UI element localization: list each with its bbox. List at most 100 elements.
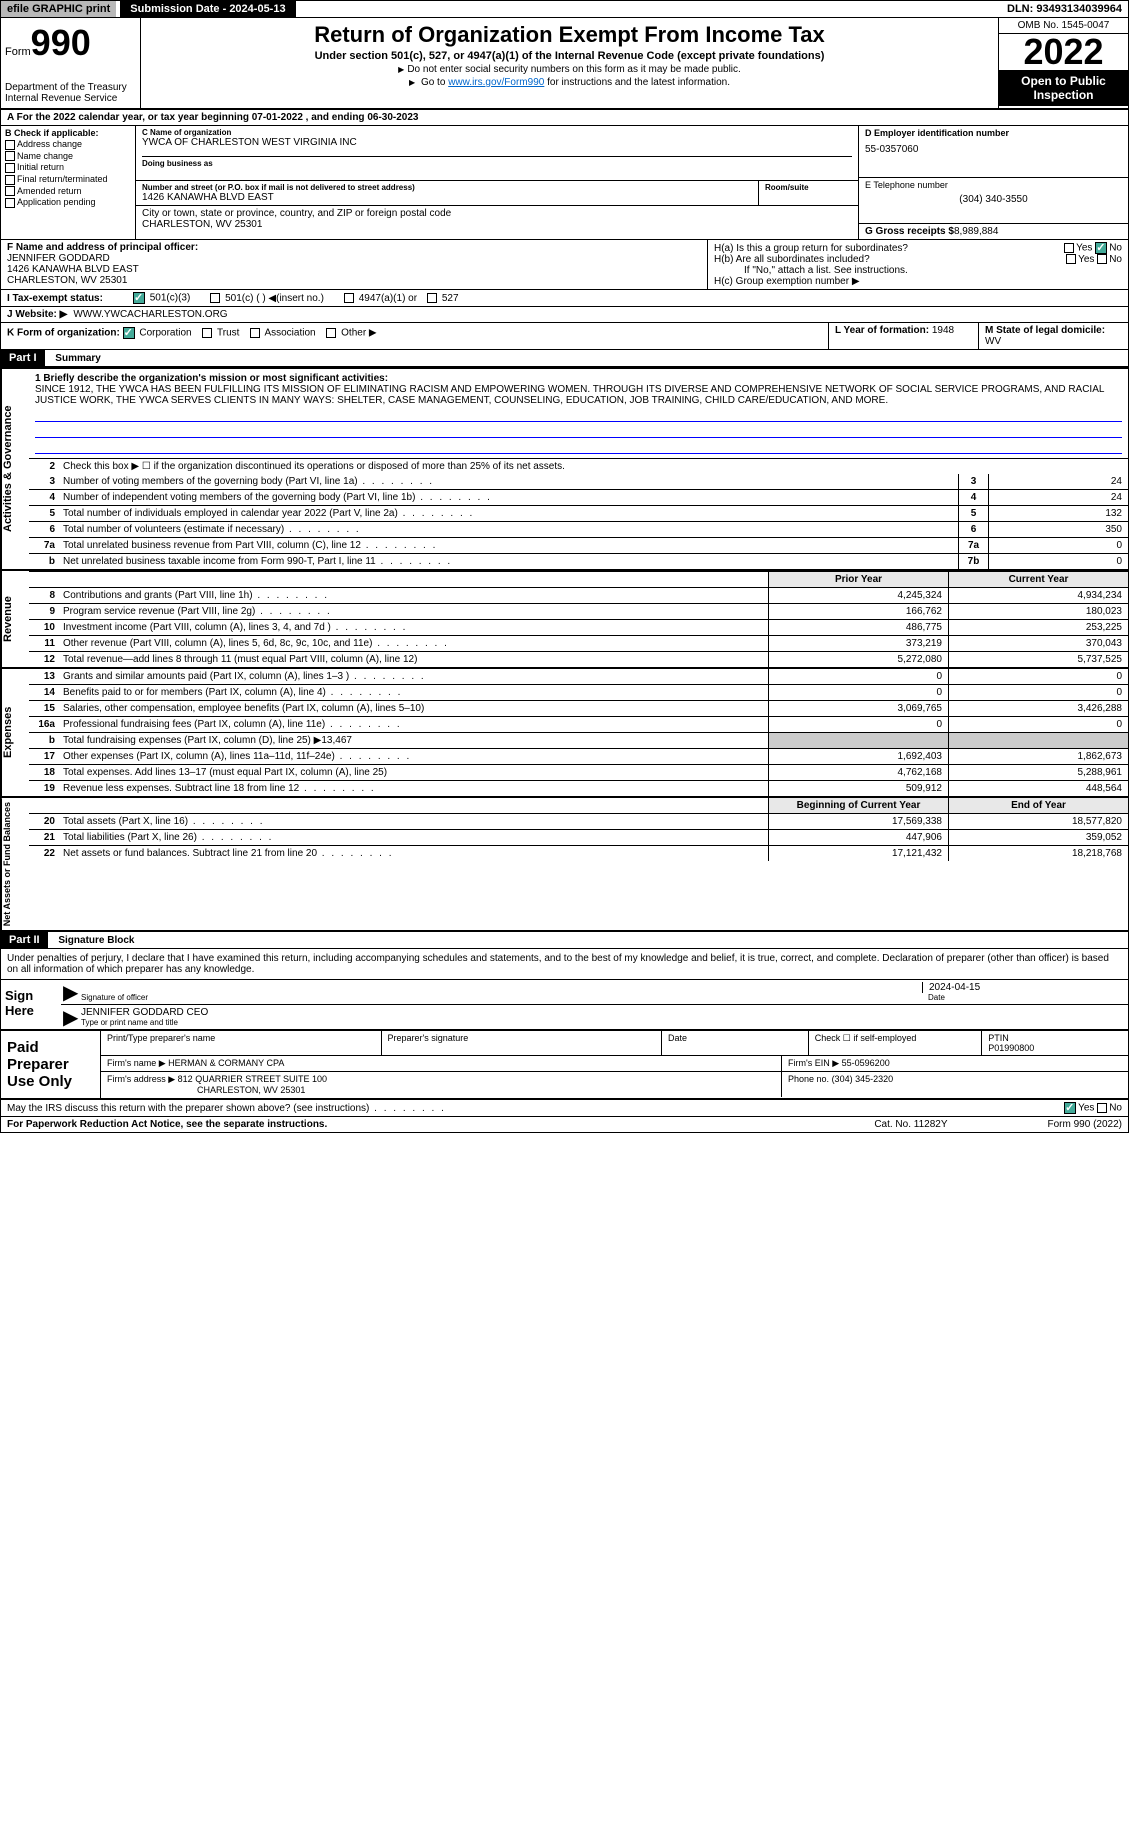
q1-mission: 1 Briefly describe the organization's mi… bbox=[29, 369, 1128, 458]
form-footer-label: Form 990 (2022) bbox=[1048, 1119, 1122, 1130]
may-discuss-row: May the IRS discuss this return with the… bbox=[1, 1099, 1128, 1117]
form-number: Form990 bbox=[5, 22, 136, 64]
sign-date: 2024-04-15 bbox=[922, 982, 1122, 993]
header-right: OMB No. 1545-0047 2022 Open to Public In… bbox=[998, 18, 1128, 108]
may-yesno: Yes No bbox=[1064, 1102, 1122, 1114]
firm-addr-label: Firm's address ▶ bbox=[107, 1074, 175, 1084]
date-label: Date bbox=[922, 993, 1122, 1002]
line-21: 21Total liabilities (Part X, line 26)447… bbox=[29, 829, 1128, 845]
sign-right: ▶ 2024-04-15 Signature of officerDate ▶ … bbox=[61, 980, 1128, 1029]
opt-app-pending[interactable]: Application pending bbox=[5, 197, 131, 208]
line-9: 9Program service revenue (Part VIII, lin… bbox=[29, 603, 1128, 619]
street-address: 1426 KANAWHA BLVD EAST bbox=[142, 192, 752, 203]
irs-label: Internal Revenue Service bbox=[5, 93, 136, 104]
subtitle-3: Go to www.irs.gov/Form990 for instructio… bbox=[149, 77, 990, 88]
section-bcd: B Check if applicable: Address change Na… bbox=[1, 126, 1128, 240]
opt-amended[interactable]: Amended return bbox=[5, 186, 131, 197]
phone-value: (304) 340-3550 bbox=[865, 194, 1122, 205]
tab-activities-governance: Activities & Governance bbox=[1, 369, 29, 569]
phone-label: E Telephone number bbox=[865, 180, 1122, 190]
cb-501c3[interactable] bbox=[133, 292, 145, 304]
firm-row: Firm's name ▶ HERMAN & CORMANY CPA Firm'… bbox=[101, 1056, 1128, 1072]
officer-addr1: 1426 KANAWHA BLVD EAST bbox=[7, 264, 701, 275]
open-to-public: Open to Public Inspection bbox=[999, 70, 1128, 106]
chevron-right-icon: ▶ bbox=[63, 1005, 78, 1030]
firm-phone: (304) 345-2320 bbox=[832, 1074, 894, 1084]
part2-sub: Signature Block bbox=[50, 933, 142, 948]
cb-other[interactable] bbox=[326, 328, 336, 338]
sig-label: Signature of officer bbox=[81, 993, 922, 1002]
cb-assoc[interactable] bbox=[250, 328, 260, 338]
opt-initial-return[interactable]: Initial return bbox=[5, 162, 131, 173]
paid-preparer-block: Paid Preparer Use Only Print/Type prepar… bbox=[1, 1030, 1128, 1099]
dba-label: Doing business as bbox=[142, 156, 852, 168]
tab-net-assets: Net Assets or Fund Balances bbox=[1, 798, 29, 930]
cb-may-yes[interactable] bbox=[1064, 1102, 1076, 1114]
section-h: H(a) Is this a group return for subordin… bbox=[708, 240, 1128, 289]
top-bar: efile GRAPHIC print Submission Date - 20… bbox=[1, 1, 1128, 18]
tax-year-text: A For the 2022 calendar year, or tax yea… bbox=[7, 112, 418, 123]
sig-row-1: ▶ 2024-04-15 Signature of officerDate bbox=[61, 980, 1128, 1005]
goto-text: Go to bbox=[421, 77, 448, 88]
cb-501c[interactable] bbox=[210, 293, 220, 303]
section-c: C Name of organization YWCA OF CHARLESTO… bbox=[136, 126, 858, 239]
firm-ein: 55-0596200 bbox=[842, 1058, 890, 1068]
cb-corp[interactable] bbox=[123, 327, 135, 339]
q7b: bNet unrelated business taxable income f… bbox=[29, 553, 1128, 569]
addr-label: Number and street (or P.O. box if mail i… bbox=[142, 183, 752, 192]
city-cell: City or town, state or province, country… bbox=[136, 206, 858, 232]
line-18: 18Total expenses. Add lines 13–17 (must … bbox=[29, 764, 1128, 780]
i-label: I Tax-exempt status: bbox=[7, 293, 103, 304]
cb-527[interactable] bbox=[427, 293, 437, 303]
tab-expenses: Expenses bbox=[1, 669, 29, 796]
line-13: 13Grants and similar amounts paid (Part … bbox=[29, 669, 1128, 684]
cb-may-no[interactable] bbox=[1097, 1103, 1107, 1113]
ph4: Check ☐ if self-employed bbox=[809, 1031, 983, 1055]
q6: 6Total number of volunteers (estimate if… bbox=[29, 521, 1128, 537]
cb-trust[interactable] bbox=[202, 328, 212, 338]
hb-note: If "No," attach a list. See instructions… bbox=[714, 265, 1122, 276]
hb-yesno: Yes No bbox=[1066, 254, 1122, 265]
goto-text-2: for instructions and the latest informat… bbox=[544, 77, 730, 88]
line-20: 20Total assets (Part X, line 16)17,569,3… bbox=[29, 813, 1128, 829]
opt-name-change[interactable]: Name change bbox=[5, 151, 131, 162]
na-col-header: Beginning of Current Year End of Year bbox=[29, 798, 1128, 813]
ha-yesno: Yes No bbox=[1064, 242, 1122, 254]
irs-link[interactable]: www.irs.gov/Form990 bbox=[448, 77, 544, 88]
city-label: City or town, state or province, country… bbox=[142, 208, 852, 219]
ptin-value: P01990800 bbox=[988, 1043, 1122, 1053]
paid-header-row: Print/Type preparer's name Preparer's si… bbox=[101, 1031, 1128, 1056]
sig-row-2: ▶ JENNIFER GODDARD CEO Type or print nam… bbox=[61, 1005, 1128, 1029]
subtitle-2: Do not enter social security numbers on … bbox=[149, 64, 990, 75]
state-domicile: WV bbox=[985, 336, 1001, 347]
header-left: Form990 Department of the Treasury Inter… bbox=[1, 18, 141, 108]
k-left: K Form of organization: Corporation Trus… bbox=[1, 323, 828, 349]
firm-phone-label: Phone no. bbox=[788, 1074, 829, 1084]
part1-header: Part I Summary bbox=[1, 350, 1128, 367]
f-label: F Name and address of principal officer: bbox=[7, 242, 198, 253]
opt-address-change[interactable]: Address change bbox=[5, 139, 131, 150]
q2: 2Check this box ▶ ☐ if the organization … bbox=[29, 458, 1128, 474]
cb-4947[interactable] bbox=[344, 293, 354, 303]
tab-revenue: Revenue bbox=[1, 571, 29, 667]
opt-final-return[interactable]: Final return/terminated bbox=[5, 174, 131, 185]
hc-text: H(c) Group exemption number ▶ bbox=[714, 276, 1122, 287]
mission-text: SINCE 1912, THE YWCA HAS BEEN FULFILLING… bbox=[35, 384, 1122, 406]
form-word: Form bbox=[5, 46, 31, 58]
officer-name: JENNIFER GODDARD bbox=[7, 253, 701, 264]
revenue-content: Prior Year Current Year 8Contributions a… bbox=[29, 571, 1128, 667]
firm-addr-row: Firm's address ▶ 812 QUARRIER STREET SUI… bbox=[101, 1072, 1128, 1097]
line-11: 11Other revenue (Part VIII, column (A), … bbox=[29, 635, 1128, 651]
q7a: 7aTotal unrelated business revenue from … bbox=[29, 537, 1128, 553]
submission-date-button[interactable]: Submission Date - 2024-05-13 bbox=[120, 1, 295, 17]
sign-here-label: Sign Here bbox=[1, 980, 61, 1029]
line-12: 12Total revenue—add lines 8 through 11 (… bbox=[29, 651, 1128, 667]
row-j: J Website: ▶ WWW.YWCACHARLESTON.ORG bbox=[1, 307, 1128, 323]
form-title: Return of Organization Exempt From Incom… bbox=[149, 22, 990, 48]
hb-text: H(b) Are all subordinates included? bbox=[714, 254, 870, 265]
line-22: 22Net assets or fund balances. Subtract … bbox=[29, 845, 1128, 861]
line-8: 8Contributions and grants (Part VIII, li… bbox=[29, 587, 1128, 603]
ein-label: D Employer identification number bbox=[865, 128, 1122, 138]
firm-name: HERMAN & CORMANY CPA bbox=[168, 1058, 284, 1068]
q3: 3Number of voting members of the governi… bbox=[29, 474, 1128, 489]
